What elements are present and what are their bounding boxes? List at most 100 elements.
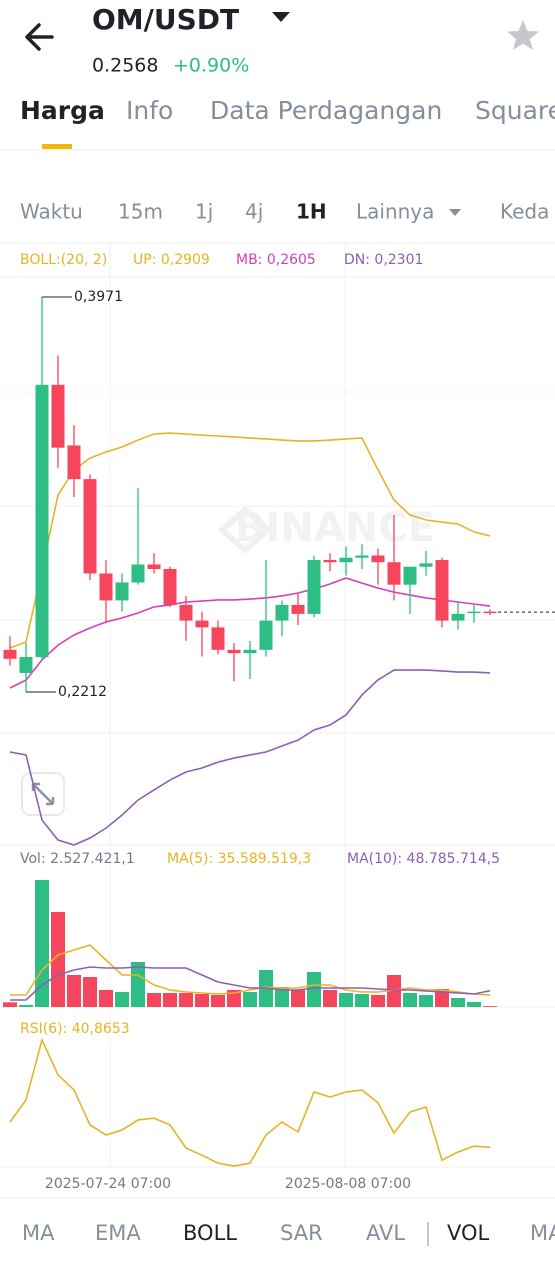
tab-indicator [42,144,72,149]
candle-body [99,573,113,601]
volume-bar [403,993,417,1007]
candle-body [355,555,369,558]
volume-bar [179,993,193,1007]
volume-bar [419,995,433,1007]
volume-bar [19,1005,33,1007]
candle-body [211,627,225,650]
volume-bar [35,880,49,1007]
annotation-label: 0,3971 [74,289,123,305]
interval[interactable]: 15m [118,200,163,224]
volume-bar [83,977,97,1007]
candle-body [483,611,497,614]
vol-ma5-legend: MA(5): 35.589.519,3 [167,851,311,867]
indicator[interactable]: AVL [366,1221,405,1245]
candle-body [291,604,305,614]
volume-bar [67,975,81,1007]
volume-bar [323,990,337,1007]
rsi-legend: RSI(6): 40,8653 [20,1021,130,1037]
candle-body [227,649,241,654]
tab[interactable]: Data Perdagangan [210,96,442,125]
volume-bar [163,993,177,1007]
boll-dn: DN: 0,2301 [344,252,423,268]
candle-body [179,604,193,621]
candle-body [19,657,33,673]
volume-ma [10,944,491,996]
candle-body [131,564,145,583]
vol-legend: Vol: 2.527.421,1 [20,851,135,867]
tab[interactable]: Info [126,96,173,125]
tab[interactable]: Square [475,96,555,125]
date-label: 2025-08-08 07:00 [285,1176,411,1192]
volume-bar [275,987,289,1007]
volume-bar [387,975,401,1007]
interval[interactable]: 1j [195,200,213,224]
candle-body [323,559,337,563]
candle-body [115,582,129,601]
price-change: +0.90% [173,55,249,77]
candle-body [67,445,81,480]
volume-bar [211,995,225,1007]
candle-body [163,568,177,605]
volume-bar [115,992,129,1007]
volume-bar [147,993,161,1007]
volume-bar [435,989,449,1007]
indicator[interactable]: EMA [95,1221,141,1245]
candle-body [387,562,401,585]
interval[interactable]: Waktu [20,200,83,224]
candle-body [83,479,97,574]
pair-title[interactable]: OM/USDT [92,3,239,36]
interval[interactable]: 4j [245,200,263,224]
tab[interactable]: Harga [20,96,105,125]
candle-body [403,566,417,585]
volume-bar [99,990,113,1007]
candle-body [35,384,49,658]
last-price: 0.2568 [92,55,158,77]
candle-body [419,563,433,567]
boll-legend: BOLL:(20, 2) [20,252,107,268]
volume-bar [51,912,65,1007]
indicator[interactable]: SAR [280,1221,323,1245]
volume-bar [307,972,321,1007]
volume-bar [483,1006,497,1007]
candle-body [275,604,289,621]
boll-up: UP: 0,2909 [133,252,210,268]
indicator[interactable]: BOLL [183,1221,237,1245]
candle-body [147,564,161,569]
date-label: 2025-07-24 07:00 [45,1176,171,1192]
candle-body [467,611,481,614]
indicator[interactable]: MA [530,1221,555,1245]
volume-ma [10,966,491,1001]
candle-body [371,555,385,563]
candle-body [51,384,65,448]
volume-bar [291,990,305,1007]
volume-bar [339,993,353,1007]
favorite-star[interactable] [507,20,539,50]
candle-body [339,557,353,563]
candle-body [435,559,449,621]
annotation-label: 0,2212 [58,684,107,700]
candle-body [259,620,273,650]
volume-bar [3,1002,17,1007]
vol-ma10-legend: MA(10): 48.785.714,5 [347,851,500,867]
boll-mb: MB: 0,2605 [236,252,316,268]
volume-bar [195,994,209,1007]
candle-body [3,649,17,659]
volume-bar [451,998,465,1007]
volume-bar [467,1002,481,1007]
candle-body [195,620,209,628]
pair-dropdown[interactable] [272,12,290,22]
volume-bar [355,994,369,1007]
more-dropdown[interactable] [449,209,461,216]
indicator[interactable]: MA [22,1221,55,1245]
interval[interactable]: Lainnya [356,200,434,224]
rsi-line [9,1037,491,1167]
indicator[interactable]: VOL [447,1221,490,1245]
back-button[interactable] [25,23,54,51]
interval[interactable]: Keda [500,200,549,224]
boll-up [9,432,491,649]
volume-bar [131,962,145,1007]
candle-body [307,559,321,614]
interval[interactable]: 1H [296,200,327,224]
